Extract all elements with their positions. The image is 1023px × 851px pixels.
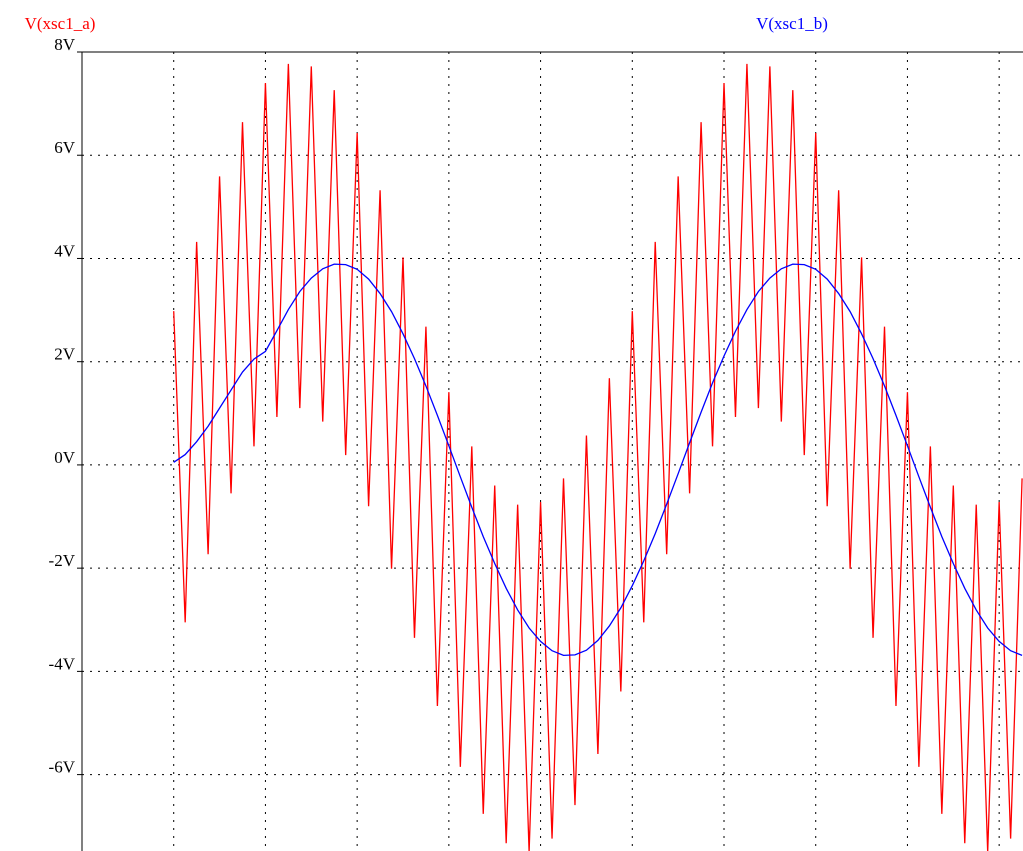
legend-entry: V(xsc1_a) <box>25 14 96 33</box>
y-tick-label: -2V <box>49 551 76 570</box>
y-tick-label: -4V <box>49 654 76 673</box>
y-tick-label: 2V <box>54 345 76 364</box>
plot-area <box>173 63 1023 851</box>
y-tick-label: -6V <box>49 758 76 777</box>
series-line <box>173 263 1023 657</box>
grid: 8V 6V 4V 2V 0V -2V -4V -6V <box>49 35 1023 851</box>
y-tick-label: 8V <box>54 35 76 54</box>
y-tick-label: 4V <box>54 241 76 260</box>
legend: V(xsc1_a) V(xsc1_b) <box>25 14 828 33</box>
y-tick-label: 6V <box>54 138 76 157</box>
y-tick-label: 0V <box>54 448 76 467</box>
legend-entry: V(xsc1_b) <box>756 14 828 33</box>
series-line <box>173 63 1023 851</box>
